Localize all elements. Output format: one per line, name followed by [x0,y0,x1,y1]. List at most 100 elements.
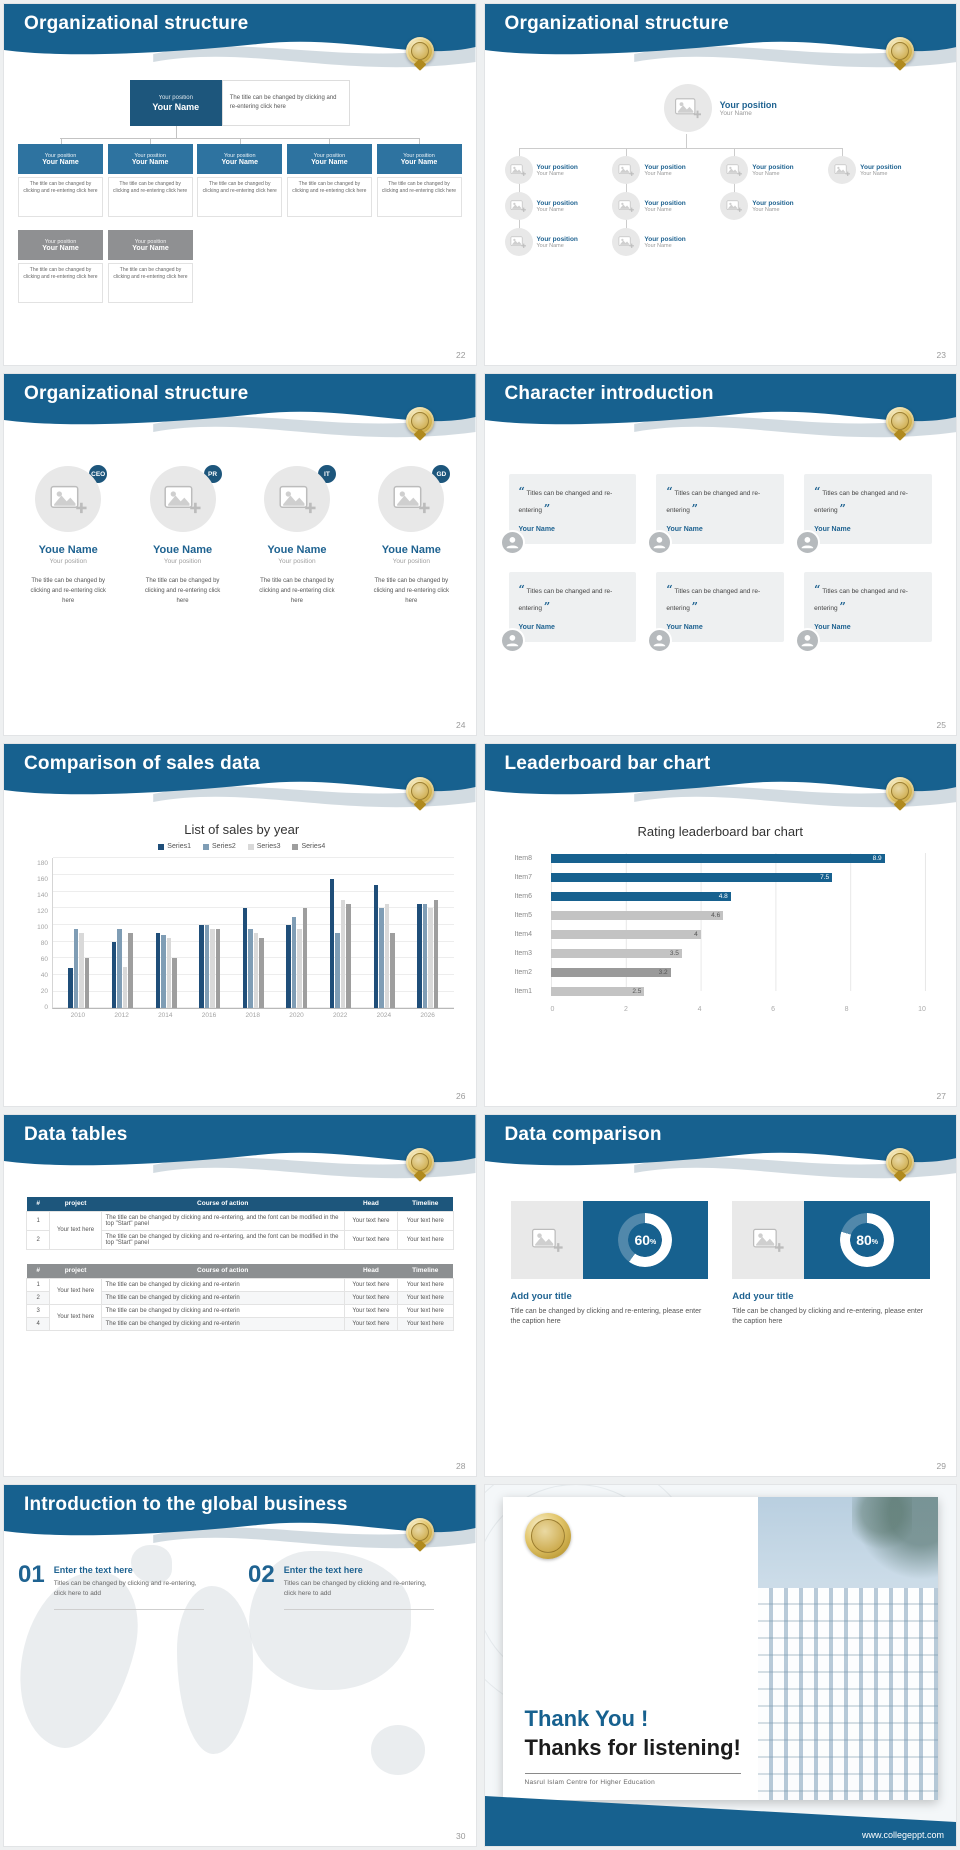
open-quote-icon: “ [814,485,821,499]
node-description: The title can be changed by clicking and… [107,177,193,217]
root-name: Your Name [719,109,752,117]
open-quote-icon: “ [518,485,525,499]
slide-title: Organizational structure [24,13,249,34]
slide-26-comparison-of-sales-data[interactable]: Comparison of sales data List of sales b… [3,743,477,1107]
node-position: Your position [860,163,902,171]
map-continent [370,1725,425,1775]
table-row: 3 Your text here The title can be change… [25,1303,454,1331]
bar [111,941,117,1009]
y-tick-label: 60 [40,956,48,964]
item-label: Item1 [514,988,533,996]
bar [329,879,335,1009]
percent-label: 60% [618,1213,672,1267]
org-node: Your position Your Name [504,156,613,184]
table-header-row: # project Course of action Head Timeline [26,1263,453,1279]
page-number: 30 [456,1831,466,1841]
org-node: Your position Your Name The title can be … [18,230,103,303]
column-header: project [49,1196,102,1212]
close-quote-icon: ” [839,501,846,515]
chart-x-axis-row: 2010 2012 2014 2016 2018 2020 2022 2024 2026 [30,1009,454,1019]
member-description: The title can be changed by clicking and… [373,578,449,604]
value-label: 4 [694,931,698,939]
value-label: 4.6 [711,912,721,920]
slide-25-character-introduction[interactable]: Character introduction “ Titles can be c… [483,373,957,737]
legend-entry: Series2 [203,843,236,850]
slide-title: Organizational structure [24,383,249,405]
bar [286,925,291,1009]
cell-timeline: Your text here [397,1303,454,1318]
x-tick-label: 8 [844,1006,849,1014]
person-avatar-icon [795,628,821,654]
root-labels: Your position Your Name [720,100,777,117]
college-logo-badge [886,1147,914,1176]
member-description: The title can be changed by clicking and… [30,578,106,604]
node-name: Your Name [644,170,672,177]
slide-29-data-comparison[interactable]: Data comparison 60% Add your title Title… [483,1113,957,1477]
leaderboard-row: Item1 2.5 [515,982,927,1001]
slide-header: Leaderboard bar chart [484,744,956,818]
x-tick-label: 2012 [114,1012,129,1020]
bar [68,968,73,1009]
org-node: Your position Your Name [720,192,828,220]
cell-num: 2 [25,1229,51,1250]
slide-22-organizational-structure[interactable]: Organizational structure Your position Y… [3,3,477,367]
column-header: Timeline [397,1263,453,1279]
chart-title: List of sales by year [184,822,300,838]
cell-head: Your text here [343,1316,399,1331]
x-tick-label: 2024 [376,1012,392,1020]
map-continent [248,1550,412,1691]
slide-31-thank-you[interactable]: Thank You ! Thanks for listening! Nasrul… [483,1483,957,1847]
header-wave-graphic [484,4,956,68]
cell-num: 1 [25,1277,51,1292]
bar [291,916,297,1009]
slide-23-organizational-structure[interactable]: Organizational structure Your position Y… [483,3,957,367]
data-table-1: # project Course of action Head Timeline… [25,1196,454,1250]
donut-ring [840,1212,895,1267]
bar [117,929,122,1009]
bar: 3.2 [550,968,671,978]
slide-30-global-business[interactable]: Introduction to the global business 01 E… [3,1483,477,1847]
cell-num: 2 [25,1290,51,1305]
header-wave-graphic [4,1484,476,1548]
node-name: Your Name [42,244,79,252]
item-number: 01 [18,1560,45,1588]
node-position: Your position [134,238,167,245]
leaderboard-row: Item2 3.2 [515,963,927,982]
node-name: Your Name [536,206,564,213]
slide-28-data-tables[interactable]: Data tables # project Course of action H… [3,1113,477,1477]
slide-27-leaderboard-bar-chart[interactable]: Leaderboard bar chart Rating leaderboard… [483,743,957,1107]
map-continent [131,1544,172,1583]
bar [199,925,204,1009]
footer-band: www.collegeppt.com [484,1796,956,1846]
node-name: Your Name [536,242,564,249]
node-position: Your position [644,163,686,171]
bar-track: 4.6 [550,911,927,921]
bar: 3.5 [550,949,682,959]
slide-title: Data comparison [504,1123,662,1145]
header-wave-graphic [4,4,476,68]
gridline [53,990,454,992]
x-tick-label: 2022 [332,1012,348,1020]
node-labels: Your position Your Name [537,236,578,249]
bar [346,904,351,1009]
page-number: 29 [936,1460,946,1471]
bar: 7.5 [550,873,833,883]
legend-entry: Series3 [247,843,280,850]
cell-project: Your text here [49,1210,102,1250]
x-tick-label: 0 [550,1006,555,1014]
column-header: Head [344,1263,398,1279]
bar-group [68,858,90,1009]
gridline [53,957,454,959]
slide-24-organizational-structure[interactable]: Organizational structure CEO Youe Name Y… [3,373,477,737]
table-header-row: # project Course of action Head Timeline [26,1196,453,1212]
cell-num: 3 [25,1303,51,1318]
quote-card: “ Titles can be changed and re-entering … [499,572,637,654]
slide-header: Data tables [4,1114,476,1189]
node-name: Your Name [132,244,169,252]
gridline [53,1007,454,1009]
thank-you-card: Thank You ! Thanks for listening! Nasrul… [502,1496,938,1800]
table-row: 1 Your text here The title can be change… [25,1210,454,1250]
x-tick-label: 10 [918,1006,926,1014]
close-quote-icon: ” [691,599,698,613]
header-wave-graphic [4,374,476,438]
